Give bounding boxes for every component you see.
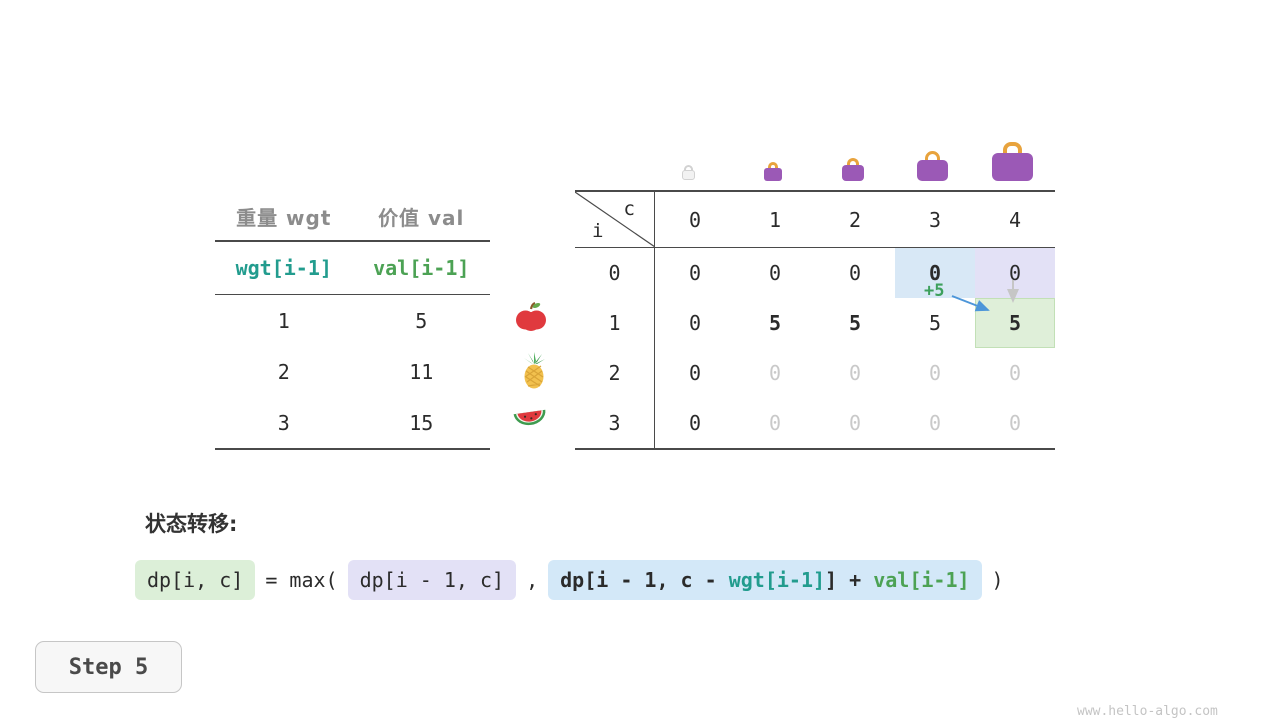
formula-take-term: dp[i - 1, c - wgt[i-1]] + val[i-1]: [548, 560, 982, 600]
pineapple-icon: [516, 352, 552, 394]
bag-xlarge-icon: [992, 142, 1033, 181]
dp-cell-source-keep: 0: [975, 248, 1055, 298]
dp-cell: 0: [848, 261, 862, 285]
dp-cell: 0: [928, 411, 942, 435]
wgt-formula-cell: wgt[i-1]: [235, 256, 332, 280]
formula-keep-term: dp[i - 1, c]: [347, 560, 517, 600]
value-cell: 15: [409, 410, 434, 435]
bag-medium-icon: [842, 158, 864, 181]
row-header: 3: [575, 398, 655, 448]
watermark: www.hello-algo.com: [1077, 704, 1218, 719]
dp-cell: 5: [848, 311, 862, 335]
weights-table-header: 重量 wgt 价值 val: [215, 192, 490, 242]
dp-row: 2 0 0 0 0 0: [575, 348, 1055, 398]
value-column-header: 价值 val: [378, 205, 465, 230]
dp-cell-source-take: 0: [895, 248, 975, 298]
dp-cell: 0: [848, 361, 862, 385]
formula-result-term: dp[i, c]: [135, 560, 256, 600]
dp-cell: 0: [928, 361, 942, 385]
take-term-prefix: dp[i - 1, c -: [560, 568, 729, 592]
value-cell: 5: [415, 308, 428, 333]
col-header: 2: [848, 207, 862, 232]
weight-cell: 2: [277, 359, 290, 384]
dp-corner-cell: c i: [575, 192, 655, 247]
dp-cell: 0: [1008, 361, 1022, 385]
state-transition-label: 状态转移:: [145, 512, 238, 536]
dp-row: 3 0 0 0 0 0: [575, 398, 1055, 448]
weight-cell: 3: [277, 410, 290, 435]
dp-cell: 0: [848, 411, 862, 435]
row-header: 0: [575, 248, 655, 298]
formula-separator: ,: [526, 568, 539, 592]
col-header: 4: [1008, 207, 1022, 232]
dp-cell: 5: [768, 311, 782, 335]
take-term-infix: ] +: [825, 568, 874, 592]
weights-values-table: 重量 wgt 价值 val wgt[i-1] val[i-1] 1 5 2 11…: [215, 192, 490, 450]
value-cell: 11: [409, 359, 434, 384]
weight-cell: 1: [277, 308, 290, 333]
dp-cell: 0: [768, 361, 782, 385]
bag-small-icon: [764, 162, 782, 181]
dp-cell: 0: [768, 411, 782, 435]
apple-icon: [514, 300, 548, 338]
row-axis-label: i: [592, 220, 604, 242]
row-header: 1: [575, 298, 655, 348]
dp-cell: 0: [688, 361, 702, 385]
take-term-wgt: wgt[i-1]: [728, 568, 826, 592]
table-row: 2 11: [215, 346, 490, 397]
state-transition-formula: dp[i, c] = max( dp[i - 1, c] , dp[i - 1,…: [135, 560, 1004, 600]
add-value-annotation: +5: [924, 281, 945, 301]
watermelon-icon: [511, 404, 549, 436]
val-formula-cell: val[i-1]: [373, 256, 470, 280]
col-axis-label: c: [623, 198, 635, 220]
dp-header-row: c i 0 1 2 3 4: [575, 192, 1055, 248]
formula-equals-max: = max(: [265, 568, 338, 592]
dp-table: c i 0 1 2 3 4 0 0 0 0 0 0 1 0 5 5 5 5 2 …: [575, 190, 1055, 450]
col-header: 1: [768, 207, 782, 232]
take-term-val: val[i-1]: [873, 568, 970, 592]
bag-large-icon: [917, 151, 948, 181]
dp-cell: 0: [1008, 411, 1022, 435]
col-header: 0: [688, 207, 702, 232]
dp-cell: 0: [688, 411, 702, 435]
dp-row: 0 0 0 0 0 0: [575, 248, 1055, 298]
row-header: 2: [575, 348, 655, 398]
table-row: 3 15: [215, 397, 490, 450]
weight-column-header: 重量 wgt: [236, 205, 332, 230]
col-header: 3: [928, 207, 942, 232]
formula-closing-paren: ): [991, 568, 1004, 592]
dp-cell: 0: [768, 261, 782, 285]
dp-row: 1 0 5 5 5 5: [575, 298, 1055, 348]
dp-cell: 0: [688, 311, 702, 335]
table-row: 1 5: [215, 295, 490, 346]
table-row: wgt[i-1] val[i-1]: [215, 242, 490, 295]
bag-ghost-icon: [682, 165, 695, 180]
dp-cell: 0: [688, 261, 702, 285]
step-badge: Step 5: [35, 641, 182, 693]
dp-cell: 5: [928, 311, 942, 335]
dp-cell-current: 5: [975, 298, 1055, 348]
